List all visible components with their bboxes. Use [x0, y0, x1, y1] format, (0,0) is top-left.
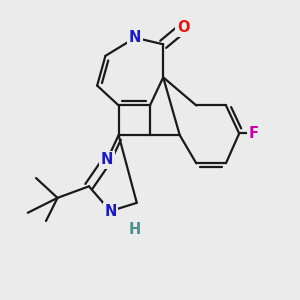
Text: O: O — [177, 20, 189, 35]
Text: F: F — [249, 126, 259, 141]
Text: N: N — [104, 204, 117, 219]
Text: H: H — [129, 222, 141, 237]
Text: N: N — [101, 152, 113, 167]
Text: N: N — [129, 30, 141, 45]
